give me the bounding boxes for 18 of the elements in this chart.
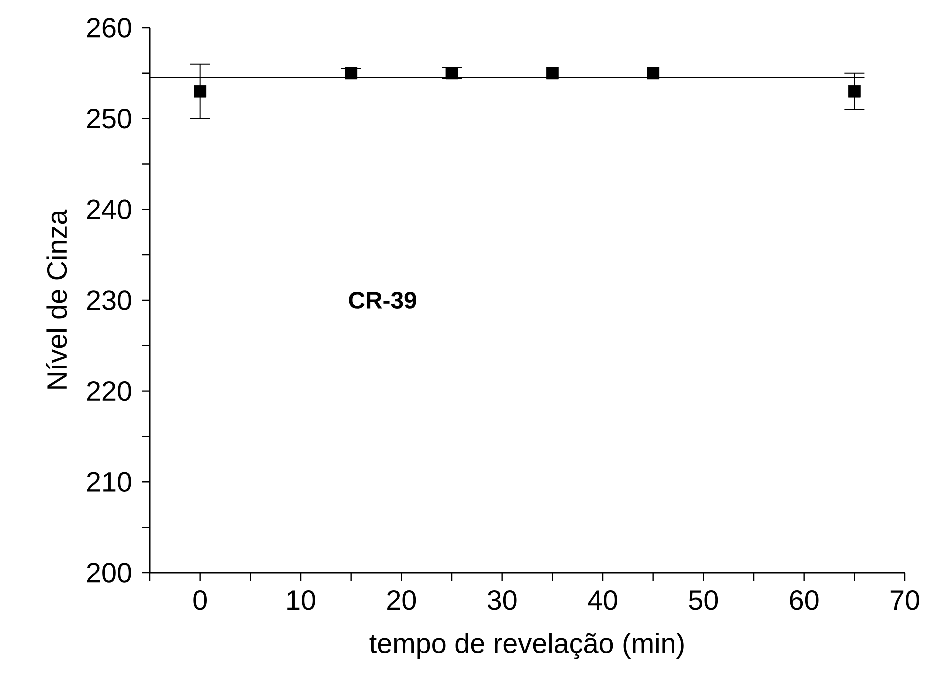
x-tick-label: 70 bbox=[890, 590, 920, 610]
y-tick-label: 230 bbox=[87, 290, 132, 310]
annotation: CR-39 bbox=[349, 292, 416, 309]
x-tick-label: 40 bbox=[588, 590, 618, 610]
x-tick-label: 50 bbox=[689, 590, 718, 610]
x-tick-label: 10 bbox=[288, 590, 316, 610]
y-tick-label: 260 bbox=[87, 18, 132, 38]
y-tick-label: 220 bbox=[87, 381, 132, 402]
y-tick-label: 250 bbox=[87, 108, 132, 129]
x-tick-label: 20 bbox=[388, 590, 416, 610]
x-tick-label: 30 bbox=[488, 590, 517, 610]
x-axis-title: tempo de revelação (min) bbox=[370, 633, 684, 660]
y-tick-label: 240 bbox=[87, 200, 132, 220]
y-tick-label: 210 bbox=[87, 472, 132, 492]
y-tick-label: 200 bbox=[87, 563, 132, 583]
x-tick-label: 60 bbox=[790, 590, 819, 610]
y-axis-title: Nível de Cinza bbox=[46, 210, 68, 389]
x-tick-label: 0 bbox=[194, 590, 208, 610]
